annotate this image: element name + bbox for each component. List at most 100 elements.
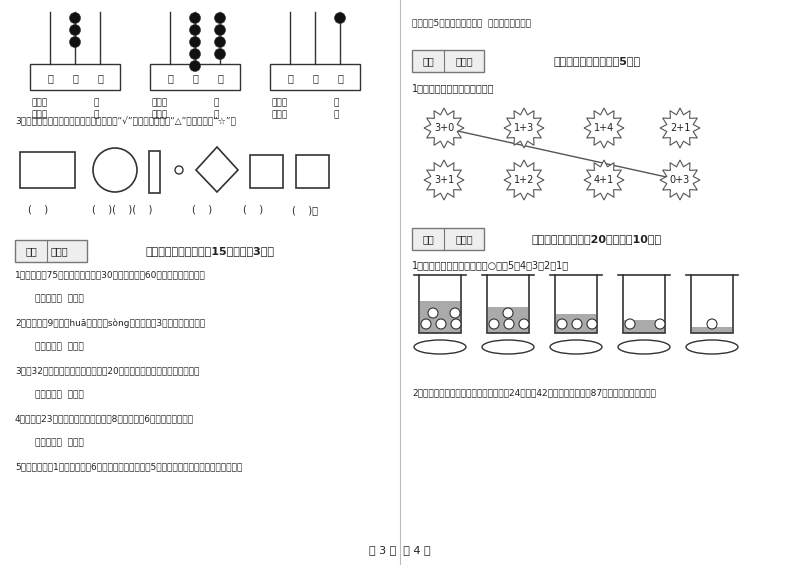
Circle shape [655,319,665,329]
Text: 十: 十 [72,73,78,83]
Circle shape [428,308,438,318]
Polygon shape [660,160,700,200]
Circle shape [436,319,446,329]
Text: 个: 个 [97,73,103,83]
Circle shape [175,166,183,174]
Circle shape [587,319,597,329]
Circle shape [450,308,460,318]
Bar [488,307,528,333]
Text: ）: ） [213,111,218,120]
Text: 答：还剩（  ）朵。: 答：还剩（ ）朵。 [35,342,84,351]
Bar [420,301,460,333]
Text: ）: ） [213,98,218,107]
Text: (    ): ( ) [192,205,212,215]
Text: 0+3: 0+3 [670,175,690,185]
Polygon shape [424,160,464,200]
Text: 1+4: 1+4 [594,123,614,133]
Circle shape [214,12,226,24]
Text: 答：小山（  ）岁。: 答：小山（ ）岁。 [35,294,84,303]
Circle shape [190,24,201,36]
Text: ）: ） [333,98,338,107]
Polygon shape [584,160,624,200]
Ellipse shape [550,340,602,354]
Text: 写作（: 写作（ [32,98,48,107]
Bar [487,275,529,333]
Circle shape [451,319,461,329]
Circle shape [190,37,201,47]
Bar [296,155,329,188]
Text: 得分: 得分 [422,234,434,244]
Circle shape [190,60,201,72]
Text: 1．好朋友，手拉手，连一连。: 1．好朋友，手拉手，连一连。 [412,83,494,93]
Circle shape [334,12,346,24]
Text: 第 3 页  共 4 页: 第 3 页 共 4 页 [369,545,431,555]
Text: 九、个性空间（本题全5分）: 九、个性空间（本题全5分） [554,56,641,66]
Circle shape [625,319,635,329]
Text: 百: 百 [287,73,293,83]
Bar [250,155,283,188]
Circle shape [572,319,582,329]
Bar [623,275,665,333]
Circle shape [190,49,201,59]
Bar [691,275,733,333]
Bar [150,64,240,90]
Text: 得分: 得分 [25,246,37,256]
Text: 3+0: 3+0 [434,123,454,133]
Polygon shape [504,160,544,200]
Text: 2．在计算一道加法算式时，小宁把加楕24看成了42，这样求得的和是87，那么正确的结果是？: 2．在计算一道加法算式时，小宁把加楕24看成了42，这样求得的和是87，那么正确… [412,388,656,397]
Text: (    ): ( ) [28,205,48,215]
Circle shape [503,308,513,318]
Bar [270,64,360,90]
Text: 评卷人: 评卷人 [455,234,473,244]
Text: (    )。: ( )。 [292,205,318,215]
Text: 1．爷爷今年75岁，小山比爷爷小30岁，当爷爷是60岁时，小山多少岁？: 1．爷爷今年75岁，小山比爷爷小30岁，当爷爷是60岁时，小山多少岁？ [15,270,206,279]
Bar [419,275,461,333]
Text: 答：还剩（  ）元。: 答：还剩（ ）元。 [35,438,84,447]
Circle shape [214,24,226,36]
Circle shape [214,37,226,47]
Polygon shape [660,108,700,148]
Circle shape [93,148,137,192]
Circle shape [489,319,499,329]
Polygon shape [424,108,464,148]
Text: 十、附加题（本题全20分，每顈10分）: 十、附加题（本题全20分，每顈10分） [532,234,662,244]
Text: 3．有32位家长参加家长会，现在有20把椅子，每人坐一把，还差几把？: 3．有32位家长参加家长会，现在有20把椅子，每人坐一把，还差几把？ [15,366,199,375]
Bar [692,327,732,333]
Text: 写作（: 写作（ [272,98,288,107]
Text: 3．请在下面图形中找一找，是长方形的打“√”，是正方形的画“△”，是圆的画“☆”。: 3．请在下面图形中找一找，是长方形的打“√”，是正方形的画“△”，是圆的画“☆”… [15,118,236,127]
Text: 读作（: 读作（ [272,111,288,120]
Text: 个: 个 [337,73,343,83]
Circle shape [214,49,226,59]
Bar [15,240,87,262]
Bar [555,275,597,333]
Bar [149,151,160,193]
Circle shape [70,12,81,24]
Bar [556,314,596,333]
Text: (    ): ( ) [243,205,263,215]
Bar [30,64,120,90]
Polygon shape [196,147,238,192]
Text: 评卷人: 评卷人 [50,246,68,256]
Text: 百: 百 [47,73,53,83]
Text: 评卷人: 评卷人 [455,56,473,66]
Text: 个: 个 [217,73,223,83]
Ellipse shape [414,340,466,354]
Text: 2+1: 2+1 [670,123,690,133]
Text: 1+3: 1+3 [514,123,534,133]
Bar [412,228,484,250]
Text: 2．小云摘了9朵花（huā），送（sòng）给小朋友3朵，还剩多少朵？: 2．小云摘了9朵花（huā），送（sòng）给小朋友3朵，还剩多少朵？ [15,318,205,328]
Text: 读作（: 读作（ [152,111,168,120]
Text: 十: 十 [312,73,318,83]
Circle shape [519,319,529,329]
Ellipse shape [482,340,534,354]
Text: 5．小华的姥姥1分钟可以剪好6只自己的手指甲，她在5分钟内可以剪好几只自己的手指甲？: 5．小华的姥姥1分钟可以剪好6只自己的手指甲，她在5分钟内可以剪好几只自己的手指… [15,462,242,471]
Circle shape [70,24,81,36]
Text: 八、解决问题（本题入15分，每题3分）: 八、解决问题（本题入15分，每题3分） [146,246,274,256]
Text: 答：还差（  ）把。: 答：还差（ ）把。 [35,390,84,399]
Ellipse shape [618,340,670,354]
Circle shape [421,319,431,329]
Text: 写作（: 写作（ [152,98,168,107]
Text: 4+1: 4+1 [594,175,614,185]
Polygon shape [584,108,624,148]
Bar [20,152,75,188]
